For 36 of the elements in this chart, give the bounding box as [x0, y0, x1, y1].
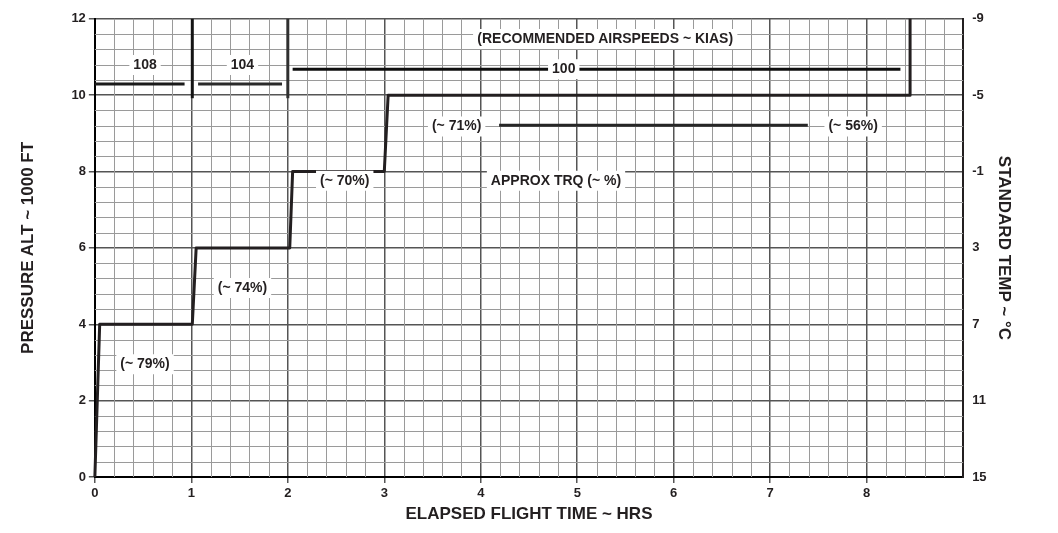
y-tick-label: 8: [78, 163, 86, 179]
y2-tick-label: 15: [972, 468, 987, 484]
annotation: 100: [552, 60, 576, 77]
y2-tick-label: -5: [972, 86, 984, 102]
x-tick-label: 4: [477, 485, 486, 501]
y2-tick-label: 3: [972, 239, 980, 255]
x-tick-label: 5: [573, 485, 581, 501]
x-tick-label: 2: [284, 485, 292, 501]
annotation: 108: [133, 55, 157, 72]
y-tick-label: 2: [78, 392, 86, 408]
y-tick-label: 4: [78, 315, 87, 331]
annotation: (~ 71%): [431, 117, 482, 134]
y-axis-title: PRESSURE ALT ~ 1000 FT: [17, 141, 37, 354]
annotation: (~ 56%): [828, 117, 878, 134]
annotation: (~ 70%): [320, 171, 370, 188]
x-axis-title: ELAPSED FLIGHT TIME ~ HRS: [405, 504, 653, 524]
x-tick-label: 3: [380, 485, 388, 501]
y2-tick-label: -9: [972, 10, 984, 26]
annotation: 104: [230, 55, 255, 72]
y-tick-label: 0: [78, 468, 86, 484]
x-tick-label: 7: [766, 485, 774, 501]
y-tick-label: 12: [71, 10, 86, 26]
annotation: (RECOMMENDED AIRSPEEDS ~ KIAS): [477, 29, 734, 46]
y2-tick-label: -1: [972, 163, 984, 179]
y2-axis-title: STANDARD TEMP ~ °C: [995, 155, 1015, 341]
annotation: (~ 79%): [120, 355, 170, 372]
x-tick-label: 6: [670, 485, 678, 501]
annotation: (~ 74%): [217, 278, 268, 295]
annotation: APPROX TRQ (~ %): [490, 171, 622, 188]
y-tick-label: 6: [78, 239, 86, 255]
x-tick-label: 0: [91, 485, 99, 501]
x-tick-label: 1: [187, 485, 195, 501]
y-tick-label: 10: [71, 86, 86, 102]
y2-tick-label: 7: [972, 315, 980, 331]
x-tick-label: 8: [863, 485, 871, 501]
y2-tick-label: 11: [972, 392, 986, 408]
